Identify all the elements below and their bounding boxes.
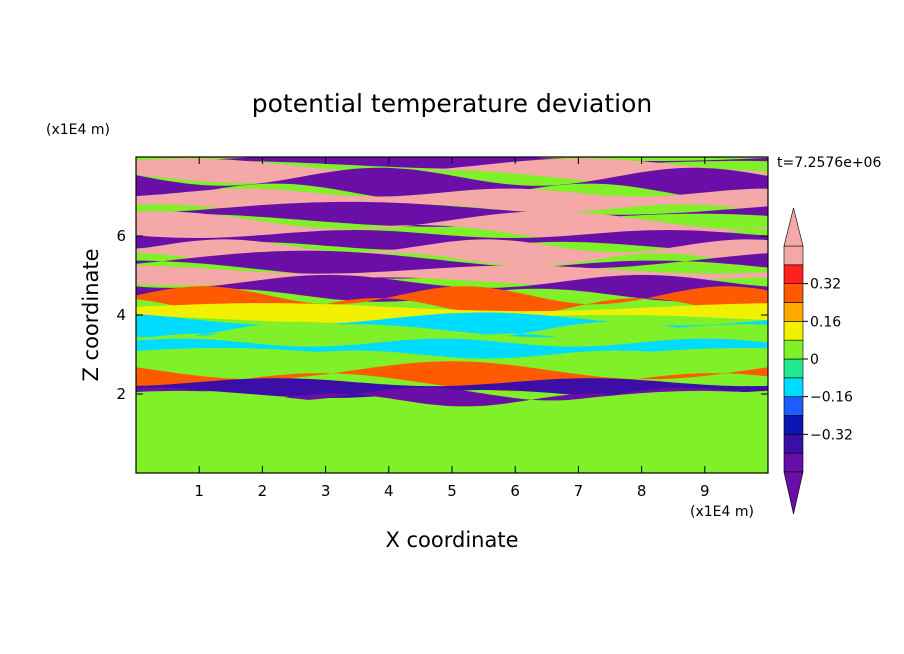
colorbar-over-arrow bbox=[783, 207, 804, 247]
colorbar-swatch bbox=[783, 358, 804, 379]
colorbar-swatch bbox=[783, 434, 804, 454]
contour-band bbox=[136, 390, 768, 473]
colorbar-swatch bbox=[783, 377, 804, 397]
contour-band bbox=[136, 378, 768, 398]
colorbar-swatch bbox=[783, 321, 804, 341]
colorbar-swatch bbox=[783, 264, 804, 284]
x-tick-label: 7 bbox=[574, 482, 584, 500]
x-tick-label: 4 bbox=[384, 482, 394, 500]
colorbar-tick-label: 0.16 bbox=[810, 314, 841, 330]
x-tick-label: 9 bbox=[700, 482, 710, 500]
colorbar: 0.32 0.16 0 −0.16 −0.32 bbox=[783, 207, 853, 515]
plot-area bbox=[136, 157, 768, 473]
contour-band bbox=[136, 158, 768, 184]
y-axis-label: Z coordinate bbox=[79, 248, 103, 381]
y-unit-label: (x1E4 m) bbox=[46, 122, 110, 138]
contour-band bbox=[136, 201, 768, 227]
colorbar-swatch bbox=[783, 302, 804, 322]
colorbar-swatch bbox=[783, 415, 804, 435]
contour-band bbox=[136, 321, 768, 352]
x-tick-label: 3 bbox=[321, 482, 331, 500]
y-tick-label: 6 bbox=[116, 227, 126, 245]
colorbar-tick-label: 0 bbox=[810, 352, 819, 368]
contour-band bbox=[136, 230, 768, 250]
colorbar-tick-label: −0.16 bbox=[810, 390, 853, 406]
y-tick-label: 4 bbox=[116, 306, 126, 324]
colorbar-swatch bbox=[783, 283, 804, 303]
colorbar-under-arrow bbox=[783, 471, 804, 515]
x-axis-ticks: 1 2 3 4 5 6 7 8 9 bbox=[194, 157, 710, 500]
chart-title: potential temperature deviation bbox=[252, 89, 652, 118]
contour-band bbox=[136, 361, 768, 392]
contour-band bbox=[136, 167, 768, 202]
contour-band bbox=[136, 387, 768, 407]
colorbar-tick-label: −0.32 bbox=[810, 427, 853, 443]
time-label: t=7.2576e+06 bbox=[777, 155, 881, 171]
x-tick-label: 2 bbox=[258, 482, 268, 500]
contour-band bbox=[136, 250, 768, 279]
colorbar-tick-label: 0.32 bbox=[810, 277, 841, 293]
x-tick-label: 1 bbox=[194, 482, 204, 500]
colorbar-swatch bbox=[783, 339, 804, 360]
x-axis-label: X coordinate bbox=[385, 528, 518, 552]
x-tick-label: 8 bbox=[637, 482, 647, 500]
colorbar-swatch bbox=[783, 452, 804, 473]
colorbar-swatch bbox=[783, 245, 804, 266]
x-tick-label: 6 bbox=[510, 482, 520, 500]
contour-band bbox=[136, 303, 768, 323]
colorbar-swatch bbox=[783, 396, 804, 416]
x-unit-label: (x1E4 m) bbox=[690, 504, 754, 520]
x-tick-label: 5 bbox=[447, 482, 457, 500]
y-axis-ticks: 2 4 6 bbox=[116, 227, 768, 403]
y-tick-label: 2 bbox=[116, 385, 126, 403]
